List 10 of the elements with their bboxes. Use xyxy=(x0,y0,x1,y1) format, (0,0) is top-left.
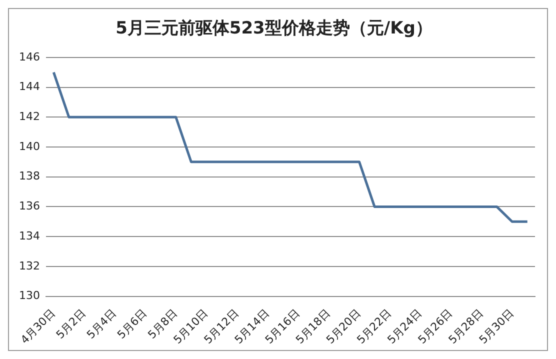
y-tick-label: 140 xyxy=(18,140,40,153)
y-tick-label: 130 xyxy=(18,289,40,302)
chart-title: 5月三元前驱体523型价格走势（元/Kg） xyxy=(116,18,432,39)
y-tick-label: 146 xyxy=(18,50,40,64)
y-tick-label: 136 xyxy=(18,200,40,213)
y-tick-label: 144 xyxy=(18,80,40,94)
y-tick-label: 142 xyxy=(18,110,40,123)
y-tick-label: 138 xyxy=(18,170,40,183)
y-tick-label: 132 xyxy=(18,259,40,272)
y-tick-label: 134 xyxy=(18,229,40,242)
